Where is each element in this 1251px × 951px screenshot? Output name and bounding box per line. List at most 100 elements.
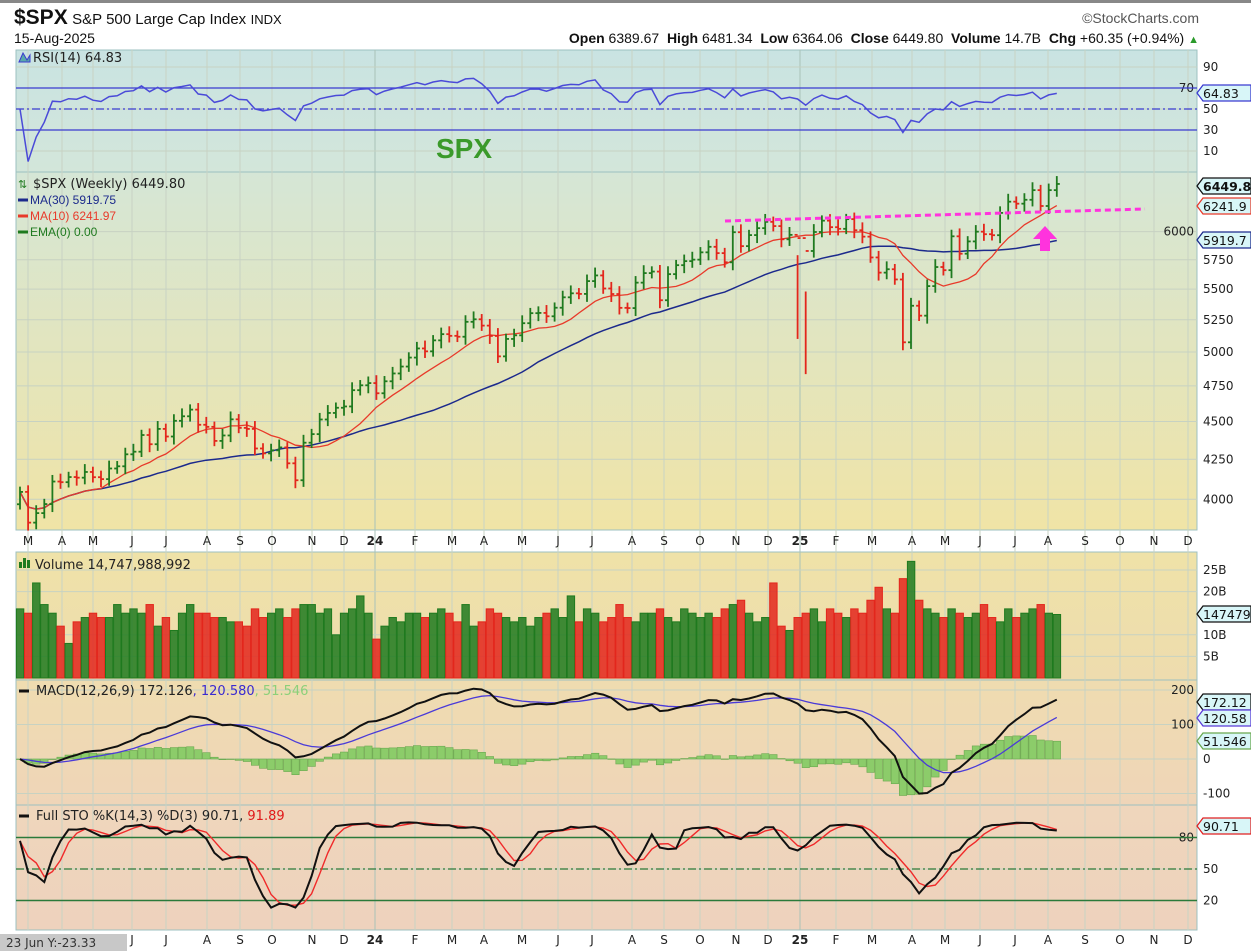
macd-histogram-bar xyxy=(242,758,251,762)
macd-histogram-bar xyxy=(1012,735,1021,760)
macd-line xyxy=(19,687,1058,795)
ohlc-bar xyxy=(519,315,526,342)
volume-bar xyxy=(469,625,478,679)
ohlc-bar xyxy=(341,399,347,416)
volume-legend: Volume 14,747,988,992 xyxy=(35,558,191,573)
volume-bar xyxy=(736,599,746,679)
low-value: 6364.06 xyxy=(792,30,843,46)
ohlc-bar xyxy=(292,456,299,489)
chg-value: +60.35 (+0.94%) xyxy=(1079,30,1185,46)
ohlc-bar xyxy=(98,470,104,488)
rsi-value-tag: 64.83 xyxy=(1196,84,1251,102)
ohlc-bar xyxy=(543,305,550,323)
macd-histogram-bar xyxy=(226,758,235,760)
ohlc-bar xyxy=(818,215,825,238)
month-label: A xyxy=(480,534,489,548)
rsi-tick-label: 30 xyxy=(1203,123,1218,137)
open-value: 6389.67 xyxy=(608,30,660,46)
volume-bar xyxy=(396,621,406,679)
volume-bar xyxy=(582,608,592,679)
macd-histogram-bar xyxy=(315,758,324,762)
macd-tick-label: 0 xyxy=(1203,752,1211,766)
month-label: O xyxy=(1115,933,1124,947)
volume-bar xyxy=(429,612,438,679)
month-label: S xyxy=(660,933,668,947)
close-label: Close xyxy=(850,30,889,46)
macd-histogram-bar xyxy=(356,746,365,760)
ohlc-bar xyxy=(308,428,315,449)
macd-histogram-bar xyxy=(599,755,608,760)
volume-bar xyxy=(137,612,146,679)
macd-histogram-bar xyxy=(826,758,835,765)
macd-histogram-bar xyxy=(40,758,49,764)
volume-bar xyxy=(1004,608,1013,679)
month-label: M xyxy=(940,933,950,947)
macd-tick-label: 100 xyxy=(1171,718,1194,732)
macd-histogram-bar xyxy=(251,758,260,766)
month-label: M xyxy=(447,534,457,548)
volume-bar xyxy=(979,604,989,679)
macd-histogram-bar xyxy=(461,749,470,760)
volume-bar xyxy=(809,608,819,679)
macd-histogram-bar xyxy=(307,758,316,767)
macd-histogram-bar xyxy=(558,757,567,760)
macd-histogram-bar xyxy=(842,758,851,764)
volume-bar xyxy=(258,617,268,679)
month-label: D xyxy=(763,933,772,947)
volume-bar xyxy=(380,625,389,679)
volume-bar xyxy=(769,582,778,679)
volume-bar xyxy=(753,621,762,679)
month-label: S xyxy=(1081,534,1089,548)
price-tick-label: 4750 xyxy=(1203,379,1234,393)
brand[interactable]: ©StockCharts.com xyxy=(1082,10,1199,26)
volume-bar xyxy=(267,612,276,679)
volume-bar xyxy=(647,612,657,679)
macd-histogram-bar xyxy=(1052,740,1061,760)
volume-label: Volume xyxy=(951,30,1001,46)
volume-bar xyxy=(850,608,859,679)
macd-histogram-bar xyxy=(1020,735,1029,760)
ohlc-bar xyxy=(932,259,939,293)
ohlc-bar xyxy=(527,307,534,329)
ohlc-bar xyxy=(373,375,380,400)
volume-bar xyxy=(339,612,349,679)
ohlc-bar xyxy=(405,352,412,372)
volume-bar xyxy=(113,604,122,679)
month-label: M xyxy=(447,933,457,947)
macd-histogram-bar xyxy=(340,751,349,760)
volume-bar xyxy=(40,604,49,679)
volume-bar xyxy=(623,617,632,679)
month-label: 24 xyxy=(367,534,384,548)
macd-histogram-bar xyxy=(518,758,527,765)
macd-histogram-bar xyxy=(404,746,413,760)
ohlc-bar xyxy=(162,423,169,442)
volume-bar xyxy=(1028,608,1037,679)
ma10-legend: MA(10) 6241.97 xyxy=(30,209,116,223)
ohlc-bar xyxy=(673,259,680,280)
month-label: J xyxy=(163,933,168,947)
ohlc-bar xyxy=(73,470,80,486)
macd-histogram-bar xyxy=(939,758,948,771)
macd-histogram-bar xyxy=(429,746,438,760)
ohlc-bar xyxy=(138,429,145,457)
low-label: Low xyxy=(760,30,789,46)
volume-bar xyxy=(817,621,827,679)
ohlc-bar xyxy=(786,226,793,246)
hist-value-tag-text: 51.546 xyxy=(1203,734,1247,749)
ohlc-bar xyxy=(203,416,210,434)
volume-bar xyxy=(105,617,114,679)
ohlc-bar xyxy=(737,224,744,253)
volume-bar xyxy=(15,608,25,679)
volume-bar xyxy=(1052,613,1062,679)
volume-bar xyxy=(599,621,608,679)
volume-bar xyxy=(234,621,244,679)
macd-histogram-bar xyxy=(210,756,219,760)
volume-tick-label: 10B xyxy=(1203,628,1227,642)
ohlc-bar xyxy=(454,330,461,343)
volume-icon xyxy=(19,558,30,568)
sto-value-tag-text: 90.71 xyxy=(1203,819,1239,834)
macd-histogram-bar xyxy=(712,755,721,760)
ohlc-bar xyxy=(624,302,631,314)
macd-histogram-bar xyxy=(631,758,640,766)
